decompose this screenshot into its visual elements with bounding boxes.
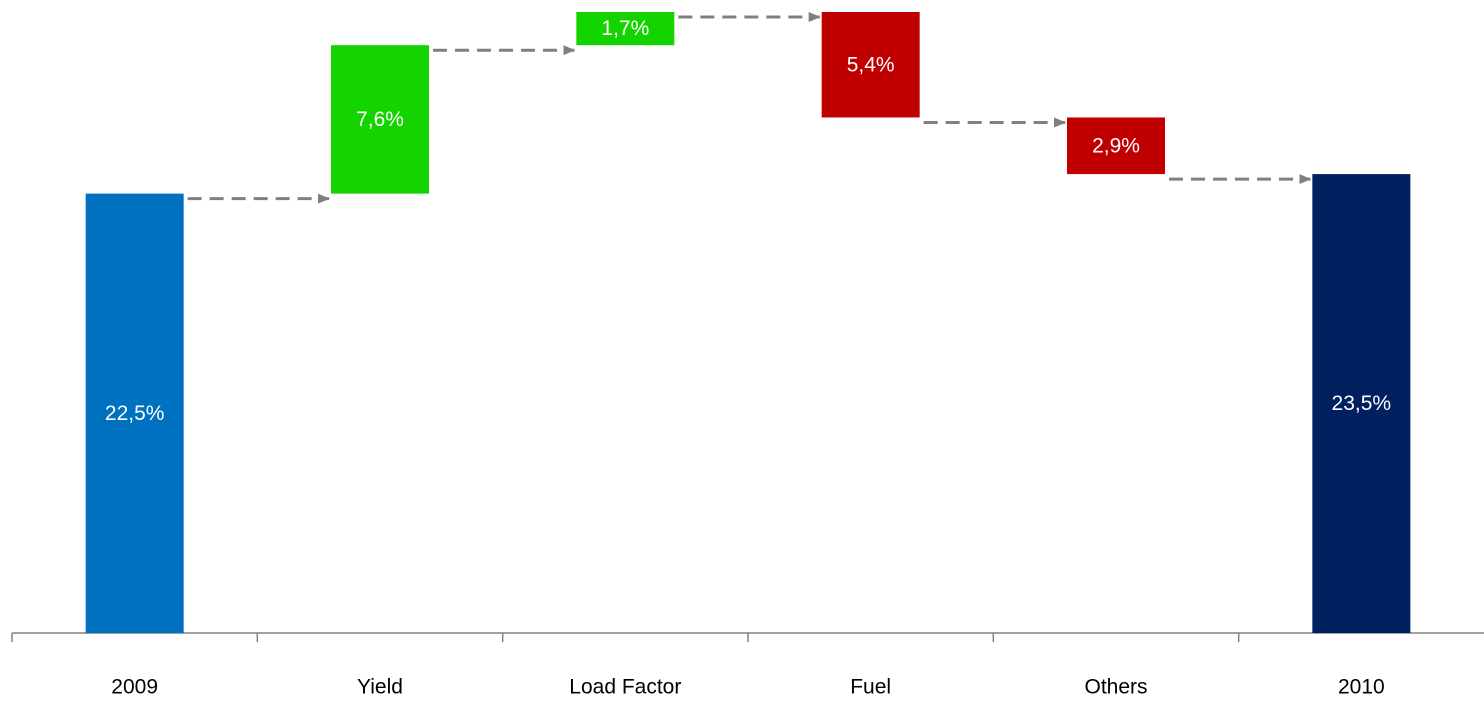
x-tick-label: Others (1084, 676, 1147, 699)
x-tick-label: Fuel (850, 676, 891, 699)
bar (85, 193, 184, 633)
bar (331, 45, 429, 194)
x-tick-label: Load Factor (569, 676, 681, 699)
value-label: 7,6% (356, 108, 404, 131)
bar (821, 12, 920, 118)
value-label: 2,9% (1092, 134, 1140, 157)
value-label: 5,4% (847, 53, 895, 76)
x-tick-label: 2010 (1338, 676, 1385, 699)
value-label: 22,5% (105, 402, 165, 425)
bar (576, 12, 675, 46)
value-label: 23,5% (1332, 392, 1392, 415)
x-tick-label: Yield (357, 676, 403, 699)
bar (1067, 117, 1165, 175)
value-label: 1,7% (601, 17, 649, 40)
x-tick-label: 2009 (111, 676, 158, 699)
bar (1312, 174, 1411, 633)
